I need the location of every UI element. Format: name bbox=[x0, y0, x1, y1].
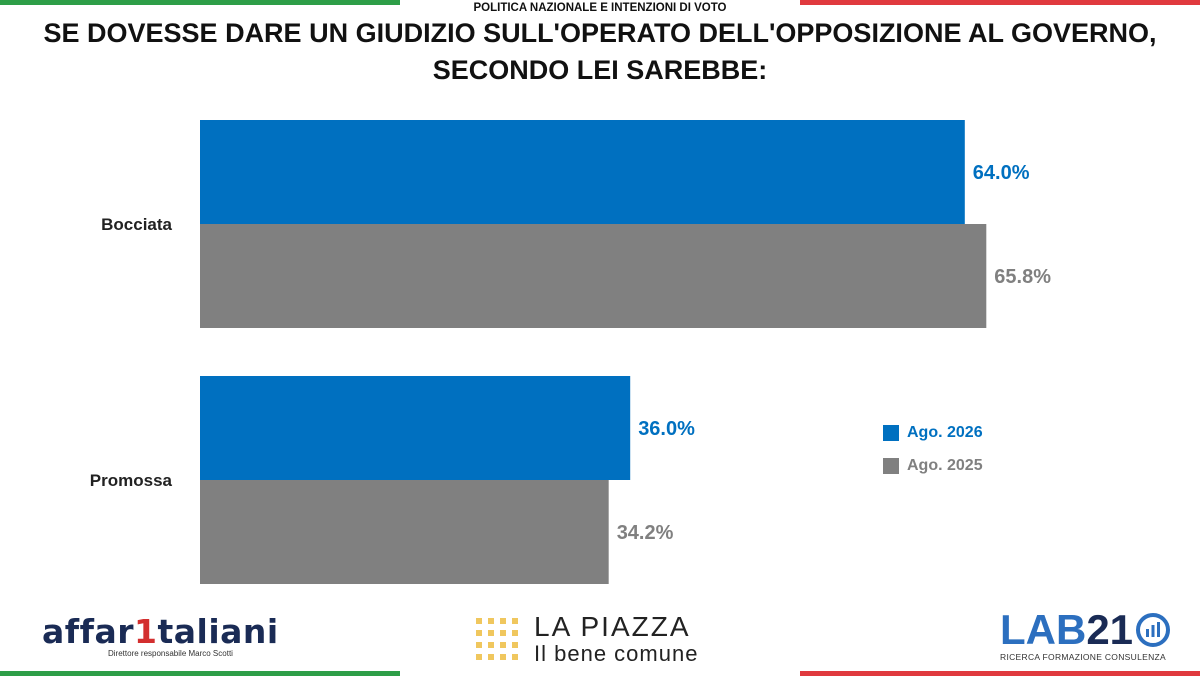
affaritaliani-logo: affar1taliani Direttore responsabile Mar… bbox=[42, 612, 279, 658]
affaritaliani-subtitle: Direttore responsabile Marco Scotti bbox=[108, 649, 233, 658]
bar-bocciata-2026 bbox=[200, 120, 965, 224]
legend-swatch-2026 bbox=[883, 424, 899, 441]
section-label: POLITICA NAZIONALE E INTENZIONI DI VOTO bbox=[473, 2, 727, 14]
dots-icon bbox=[476, 618, 518, 660]
legend-label-2026: Ago. 2026 bbox=[907, 423, 983, 441]
bar-bocciata-2025 bbox=[200, 224, 987, 328]
data-label-promossa-2025: 34.2% bbox=[617, 522, 674, 544]
legend-item-2026: Ago. 2026 bbox=[883, 416, 983, 449]
chart-circle-icon bbox=[1136, 613, 1171, 647]
flag-stripe-top bbox=[0, 0, 1200, 5]
la-piazza-logo: LA PIAZZA Il bene comune bbox=[476, 612, 698, 666]
category-label-bocciata: Bocciata bbox=[101, 215, 172, 234]
chart-title: SE DOVESSE DARE UN GIUDIZIO SULL'OPERATO… bbox=[0, 15, 1200, 89]
chart-title-line1: SE DOVESSE DARE UN GIUDIZIO SULL'OPERATO… bbox=[43, 18, 1157, 48]
bar-promossa-2025 bbox=[200, 480, 609, 584]
legend-item-2025: Ago. 2025 bbox=[883, 449, 983, 482]
legend: Ago. 2026 Ago. 2025 bbox=[883, 416, 983, 482]
bar-promossa-2026 bbox=[200, 376, 631, 480]
lab21-subtitle: RICERCA FORMAZIONE CONSULENZA bbox=[1000, 652, 1166, 662]
la-piazza-subtitle: Il bene comune bbox=[534, 641, 699, 666]
data-label-bocciata-2026: 64.0% bbox=[973, 162, 1030, 184]
chart-title-line2: SECONDO LEI SAREBBE: bbox=[432, 55, 768, 85]
legend-swatch-2025 bbox=[883, 457, 899, 474]
data-label-promossa-2026: 36.0% bbox=[638, 418, 695, 440]
lab21-logo: LAB 21 RICERCA FORMAZIONE CONSULENZA bbox=[1000, 608, 1171, 662]
data-label-bocciata-2025: 65.8% bbox=[994, 266, 1051, 288]
legend-label-2025: Ago. 2025 bbox=[907, 456, 983, 474]
flag-stripe-bottom bbox=[0, 671, 1200, 676]
category-label-promossa: Promossa bbox=[90, 471, 173, 490]
la-piazza-title: LA PIAZZA bbox=[534, 611, 691, 642]
